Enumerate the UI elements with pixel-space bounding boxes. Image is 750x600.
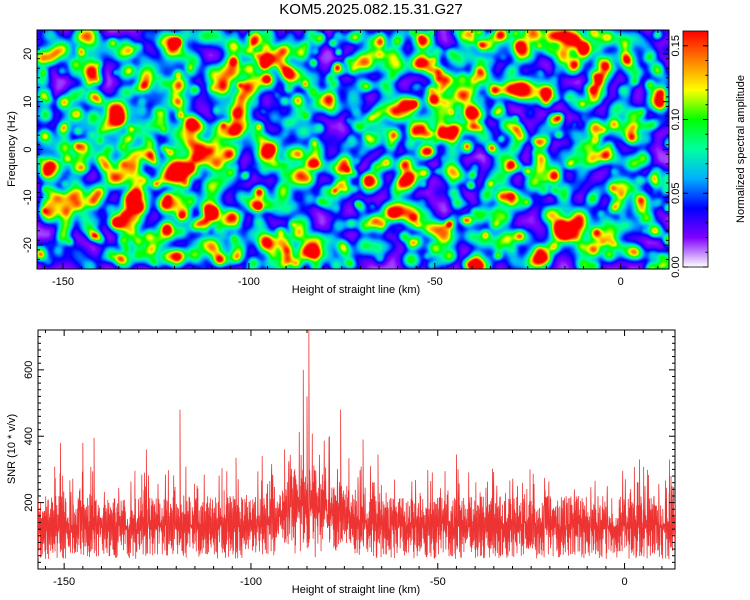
colorbar-tick-label: 0.10 [670, 109, 682, 130]
snr-y-ticks: 200 400 600 [23, 336, 675, 563]
heatmap-hot-spot [366, 177, 369, 180]
heatmap-y-ticks: -20 -10 0 10 20 [22, 29, 669, 270]
heatmap-hot-spot [43, 134, 46, 137]
snr-y-tick-label: 600 [23, 361, 35, 379]
heatmap-hot-spot [296, 98, 299, 101]
snr-panel: -150 -100 -50 0 200 400 600 Height of straigh… [6, 329, 676, 596]
colorbar: 0.00 0.05 0.10 0.15 Normalized spectral amp… [670, 30, 747, 278]
colorbar-tick-label: 0.05 [670, 183, 682, 204]
snr-x-tick-label: -50 [430, 576, 446, 588]
heatmap-x-ticks: -150 -100 -50 0 [43, 30, 659, 288]
heatmap-y-tick-label: 20 [22, 48, 34, 60]
heatmap-y-axis-label: Frequency (Hz) [6, 111, 18, 187]
heatmap-hot-spot [247, 67, 250, 70]
snr-x-axis-label: Height of straight line (km) [292, 584, 420, 596]
heatmap-y-tick-label: -20 [22, 237, 34, 253]
heatmap-hot-spot [218, 258, 221, 261]
heatmap-hot-spot [340, 244, 343, 247]
heatmap-y-tick-label: 10 [22, 96, 34, 108]
heatmap-x-axis-label: Height of straight line (km) [292, 284, 420, 296]
heatmap-hot-spot [452, 191, 455, 194]
colorbar-tick-label: 0.15 [670, 35, 682, 56]
heatmap-hot-spot [582, 48, 585, 51]
heatmap-hot-spot [61, 100, 64, 103]
snr-x-tick-label: 0 [622, 576, 628, 588]
colorbar-gradient [682, 30, 709, 268]
heatmap-x-tick-label: -150 [52, 276, 74, 288]
colorbar-ticks: 0.00 0.05 0.10 0.15 [670, 35, 708, 278]
heatmap-y-tick-label: 0 [22, 146, 34, 152]
snr-y-tick-label: 400 [23, 427, 35, 445]
heatmap-hot-spot [574, 234, 577, 237]
heatmap-hot-spot [470, 110, 473, 113]
heatmap-hot-spot [493, 88, 496, 91]
snr-x-tick-label: -100 [240, 576, 262, 588]
heatmap-x-tick-label: -100 [238, 276, 260, 288]
heatmap-hot-spot [73, 62, 76, 65]
heatmap-hot-spot [210, 212, 213, 215]
colorbar-tick-label: 0.00 [670, 256, 682, 277]
heatmap-y-tick-label: -10 [22, 189, 34, 205]
snr-y-tick-label: 200 [23, 493, 35, 511]
heatmap-hot-spot [415, 239, 418, 242]
heatmap-hot-spot [377, 52, 380, 55]
heatmap-hot-spot [147, 234, 150, 237]
heatmap-x-tick-label: -50 [427, 276, 443, 288]
heatmap-hot-spot [117, 119, 120, 122]
figure-title: KOM5.2025.082.15.31.G27 [279, 1, 462, 18]
heatmap-hot-spot [173, 40, 176, 43]
heatmap-hot-spot [441, 131, 444, 134]
heatmap-image [37, 30, 669, 269]
heatmap-hot-spot [136, 191, 139, 194]
snr-x-ticks: -150 -100 -50 0 [44, 330, 663, 588]
heatmap-hot-spot [392, 133, 395, 136]
heatmap-x-tick-label: 0 [618, 276, 624, 288]
snr-y-axis-label: SNR (10 * v/v) [6, 414, 18, 484]
snr-series-line [38, 330, 675, 560]
heatmap-hot-spot [273, 162, 276, 165]
heatmap-hot-spot [545, 91, 548, 94]
heatmap-hot-spot [612, 122, 615, 125]
heatmap-hot-spot [649, 267, 652, 270]
snr-x-tick-label: -150 [53, 576, 75, 588]
heatmap-hot-spot [515, 126, 518, 129]
colorbar-label: Normalized spectral amplitude [735, 75, 747, 223]
heatmap-hot-spot [311, 248, 314, 251]
